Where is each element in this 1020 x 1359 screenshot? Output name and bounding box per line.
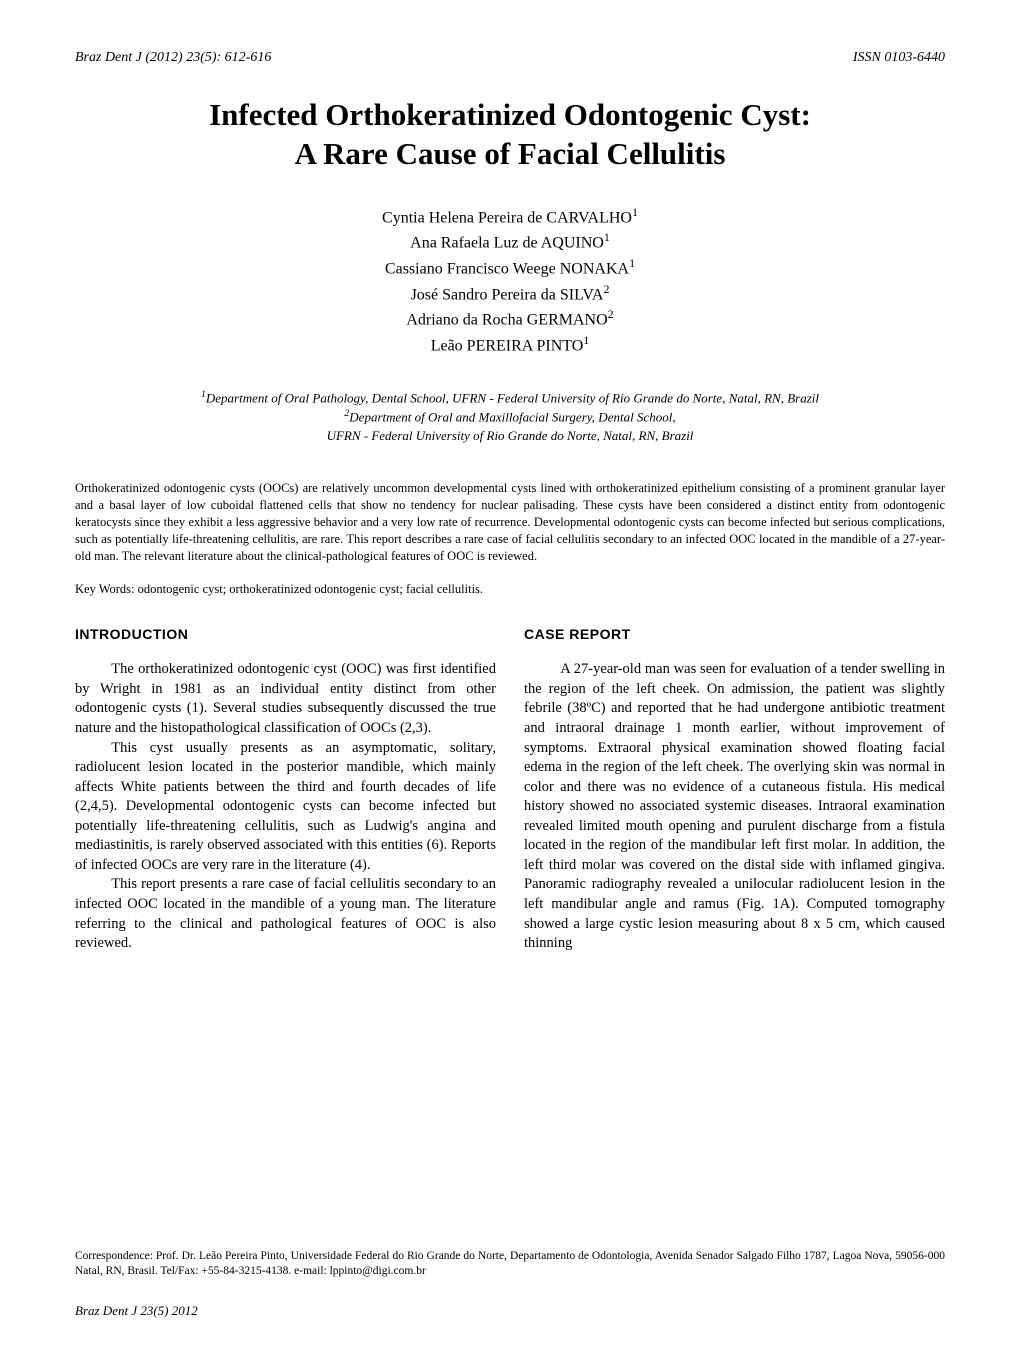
abstract: Orthokeratinized odontogenic cysts (OOCs… (75, 480, 945, 564)
correspondence: Correspondence: Prof. Dr. Leão Pereira P… (75, 1249, 945, 1279)
article-title: Infected Orthokeratinized Odontogenic Cy… (75, 96, 945, 174)
intro-para: The orthokeratinized odontogenic cyst (O… (75, 660, 496, 738)
right-column: CASE REPORT A 27-year-old man was seen f… (524, 625, 945, 953)
keywords: Key Words: odontogenic cyst; orthokerati… (75, 582, 945, 597)
left-column: INTRODUCTION The orthokeratinized odonto… (75, 625, 496, 953)
affiliation: 1Department of Oral Pathology, Dental Sc… (75, 388, 945, 408)
case-report-heading: CASE REPORT (524, 625, 945, 644)
affiliation: UFRN - Federal University of Rio Grande … (75, 427, 945, 445)
title-line-1: Infected Orthokeratinized Odontogenic Cy… (209, 97, 811, 132)
affiliations: 1Department of Oral Pathology, Dental Sc… (75, 388, 945, 445)
intro-para: This cyst usually presents as an asympto… (75, 739, 496, 876)
author: Adriano da Rocha GERMANO2 (75, 306, 945, 332)
journal-header: Braz Dent J (2012) 23(5): 612-616 ISSN 0… (75, 50, 945, 66)
intro-para: This report presents a rare case of faci… (75, 875, 496, 953)
author: Leão PEREIRA PINTO1 (75, 332, 945, 358)
footer-journal: Braz Dent J 23(5) 2012 (75, 1303, 198, 1319)
author-list: Cyntia Helena Pereira de CARVALHO1 Ana R… (75, 204, 945, 358)
journal-info: Braz Dent J (2012) 23(5): 612-616 (75, 50, 271, 66)
author: Cyntia Helena Pereira de CARVALHO1 (75, 204, 945, 230)
author: José Sandro Pereira da SILVA2 (75, 281, 945, 307)
author: Cassiano Francisco Weege NONAKA1 (75, 255, 945, 281)
author: Ana Rafaela Luz de AQUINO1 (75, 229, 945, 255)
introduction-heading: INTRODUCTION (75, 625, 496, 644)
body-columns: INTRODUCTION The orthokeratinized odonto… (75, 625, 945, 953)
affiliation: 2Department of Oral and Maxillofacial Su… (75, 407, 945, 427)
case-para: A 27-year-old man was seen for evaluatio… (524, 660, 945, 953)
issn: ISSN 0103-6440 (853, 50, 945, 66)
title-line-2: A Rare Cause of Facial Cellulitis (295, 136, 726, 171)
